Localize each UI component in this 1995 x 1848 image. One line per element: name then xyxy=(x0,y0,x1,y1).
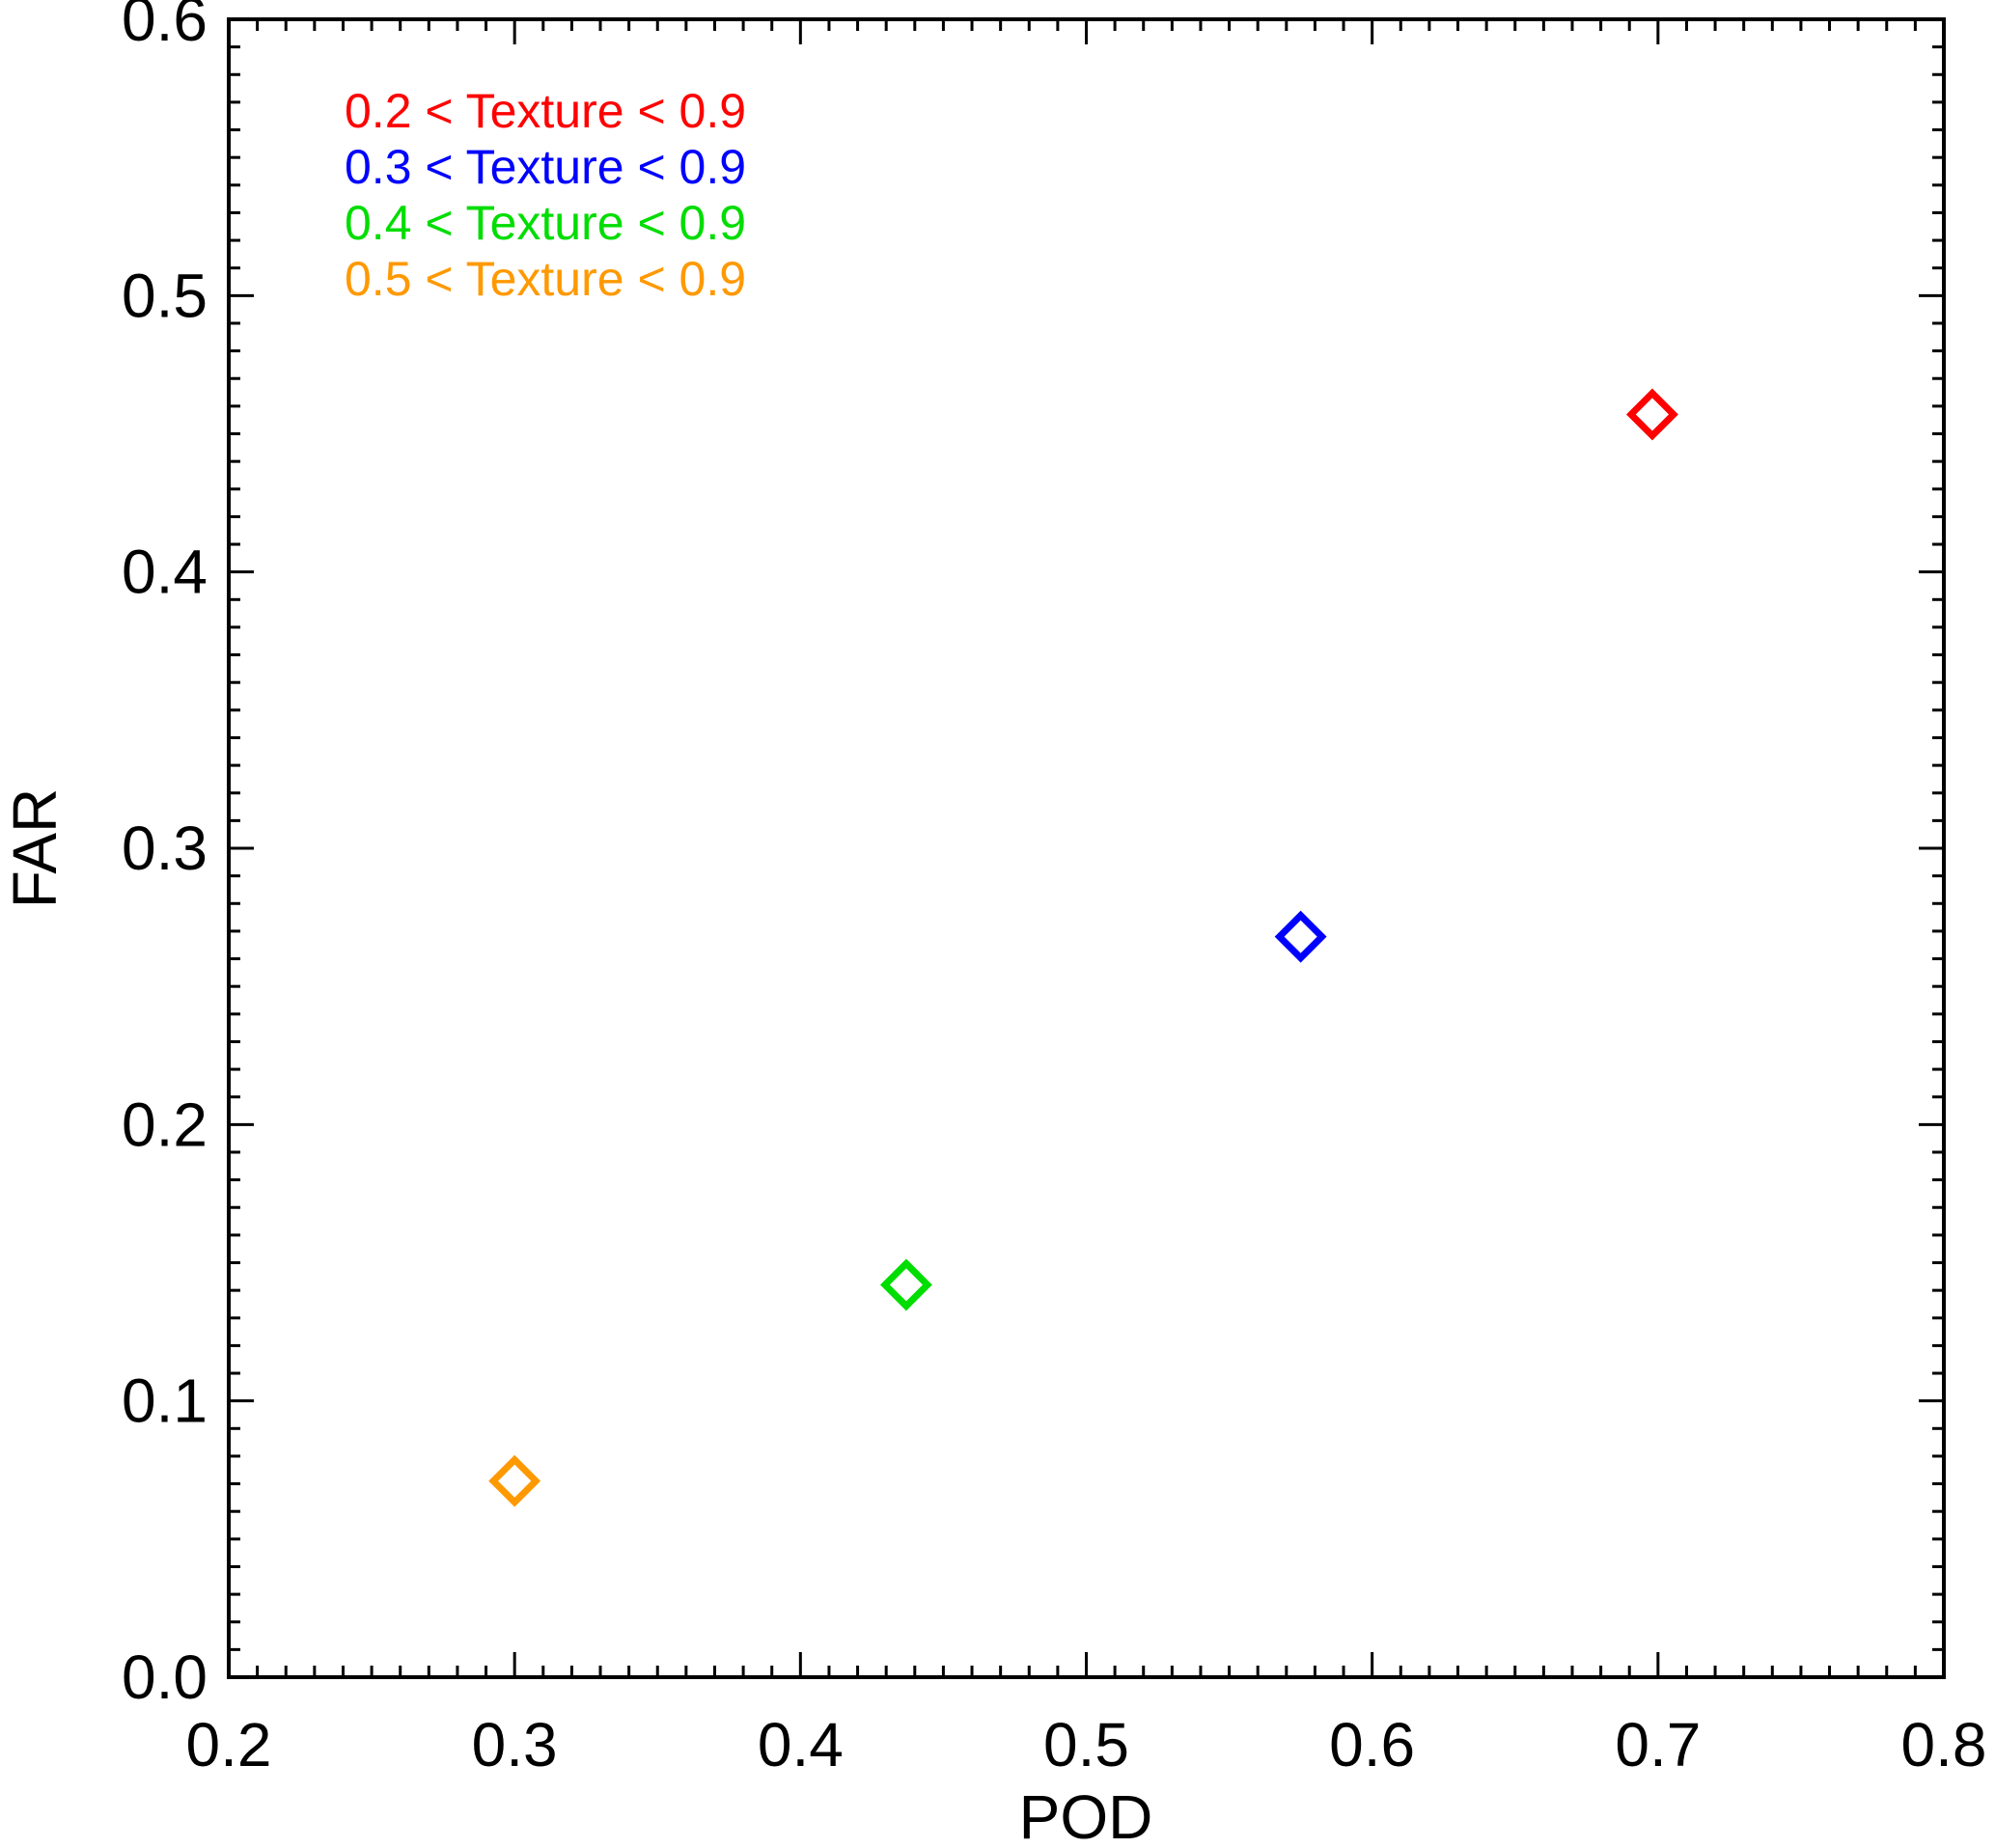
major-ticks xyxy=(227,17,1946,1679)
y-tick-label: 0.2 xyxy=(122,1089,208,1159)
minor-ticks xyxy=(229,19,1944,1677)
data-point-diamond xyxy=(1625,388,1678,441)
x-tick-labels: 0.2 0.3 0.4 0.5 0.6 0.7 0.8 xyxy=(186,1710,1987,1779)
x-tick-label: 0.5 xyxy=(1043,1710,1129,1779)
legend-entry: 0.3 < Texture < 0.9 xyxy=(345,140,746,194)
data-point-diamond xyxy=(1274,910,1327,963)
y-tick-label: 0.5 xyxy=(122,261,208,330)
y-tick-label: 0.3 xyxy=(122,814,208,883)
x-tick-label: 0.7 xyxy=(1615,1710,1701,1779)
y-tick-labels: 0.0 0.1 0.2 0.3 0.4 0.5 0.6 xyxy=(122,0,208,1712)
legend: 0.2 < Texture < 0.90.3 < Texture < 0.90.… xyxy=(345,84,746,306)
data-points xyxy=(488,388,1678,1507)
legend-entry: 0.4 < Texture < 0.9 xyxy=(345,196,746,250)
y-tick-label: 0.4 xyxy=(122,538,208,607)
x-tick-label: 0.2 xyxy=(186,1710,272,1779)
y-axis-title: FAR xyxy=(0,788,69,908)
x-axis-title: POD xyxy=(1019,1782,1153,1848)
legend-entry: 0.2 < Texture < 0.9 xyxy=(345,84,746,138)
x-tick-label: 0.3 xyxy=(472,1710,558,1779)
y-tick-label: 0.0 xyxy=(122,1642,208,1712)
x-tick-label: 0.8 xyxy=(1901,1710,1987,1779)
legend-entry: 0.5 < Texture < 0.9 xyxy=(345,252,746,306)
data-point-diamond xyxy=(879,1258,932,1311)
data-point-diamond xyxy=(488,1454,541,1507)
x-tick-label: 0.6 xyxy=(1329,1710,1415,1779)
y-tick-label: 0.6 xyxy=(122,0,208,54)
x-tick-label: 0.4 xyxy=(758,1710,844,1779)
y-tick-label: 0.1 xyxy=(122,1366,208,1436)
